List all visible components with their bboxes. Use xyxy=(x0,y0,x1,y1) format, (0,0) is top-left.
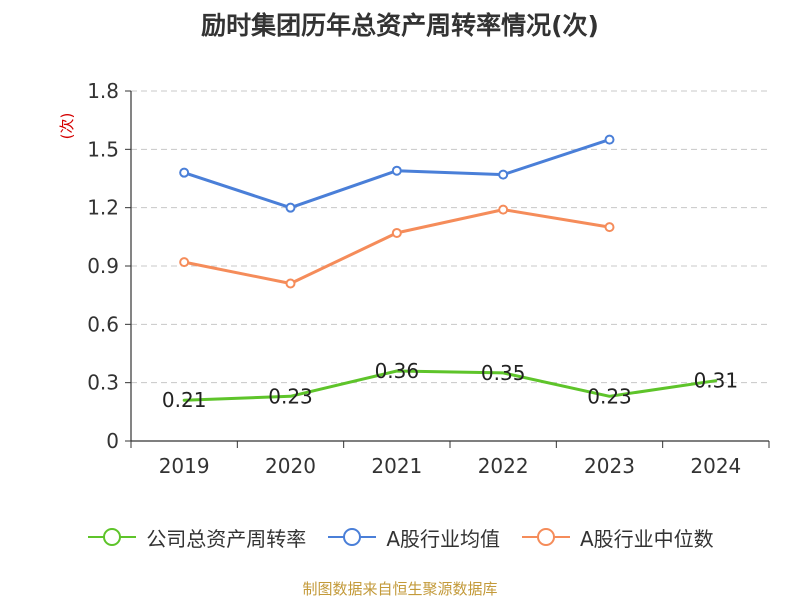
x-tick-label: 2021 xyxy=(371,454,422,478)
data-point xyxy=(604,134,615,145)
data-point xyxy=(498,204,509,215)
data-label: 0.35 xyxy=(481,361,526,385)
legend: 公司总资产周转率 A股行业均值 A股行业中位数 xyxy=(0,520,800,554)
legend-item: A股行业中位数 xyxy=(520,523,714,552)
legend-label: A股行业中位数 xyxy=(580,526,714,551)
x-tick-label: 2020 xyxy=(265,454,316,478)
legend-item: 公司总资产周转率 xyxy=(86,523,306,552)
y-tick-label: 0.3 xyxy=(87,371,119,395)
legend-label: 公司总资产周转率 xyxy=(146,526,307,551)
legend-swatch xyxy=(522,528,570,546)
data-point xyxy=(391,227,402,238)
data-label: 0.31 xyxy=(694,369,739,393)
y-tick-label: 1.2 xyxy=(87,196,119,220)
legend-item: A股行业均值 xyxy=(326,523,500,552)
series-line xyxy=(182,369,718,402)
x-tick-label: 2022 xyxy=(478,454,529,478)
y-tick-label: 1.8 xyxy=(87,79,119,103)
y-axis-label: (次) xyxy=(58,113,76,140)
data-label: 0.21 xyxy=(162,388,207,412)
x-tick-label: 2024 xyxy=(690,454,741,478)
series-line xyxy=(182,208,611,285)
y-tick-label: 0 xyxy=(106,429,119,453)
data-label: 0.36 xyxy=(375,359,420,383)
data-point xyxy=(285,202,296,213)
y-tick-label: 0.6 xyxy=(87,312,119,336)
legend-swatch xyxy=(88,528,137,546)
chart-title: 励时集团历年总资产周转率情况(次) xyxy=(201,11,599,40)
data-label: 0.23 xyxy=(268,384,313,408)
data-point xyxy=(179,257,190,268)
legend-swatch xyxy=(328,528,377,546)
data-point xyxy=(285,278,296,289)
x-tick-label: 2023 xyxy=(584,454,635,478)
x-tick-label: 2019 xyxy=(159,454,210,478)
y-tick-label: 0.9 xyxy=(87,254,119,278)
data-point xyxy=(179,167,190,178)
data-point xyxy=(391,165,402,176)
source-note: 制图数据来自恒生聚源数据库 xyxy=(302,580,498,598)
data-point xyxy=(498,169,509,180)
data-point xyxy=(604,222,615,233)
data-label: 0.23 xyxy=(587,384,632,408)
legend-label: A股行业均值 xyxy=(386,526,500,551)
y-tick-label: 1.5 xyxy=(87,137,119,161)
